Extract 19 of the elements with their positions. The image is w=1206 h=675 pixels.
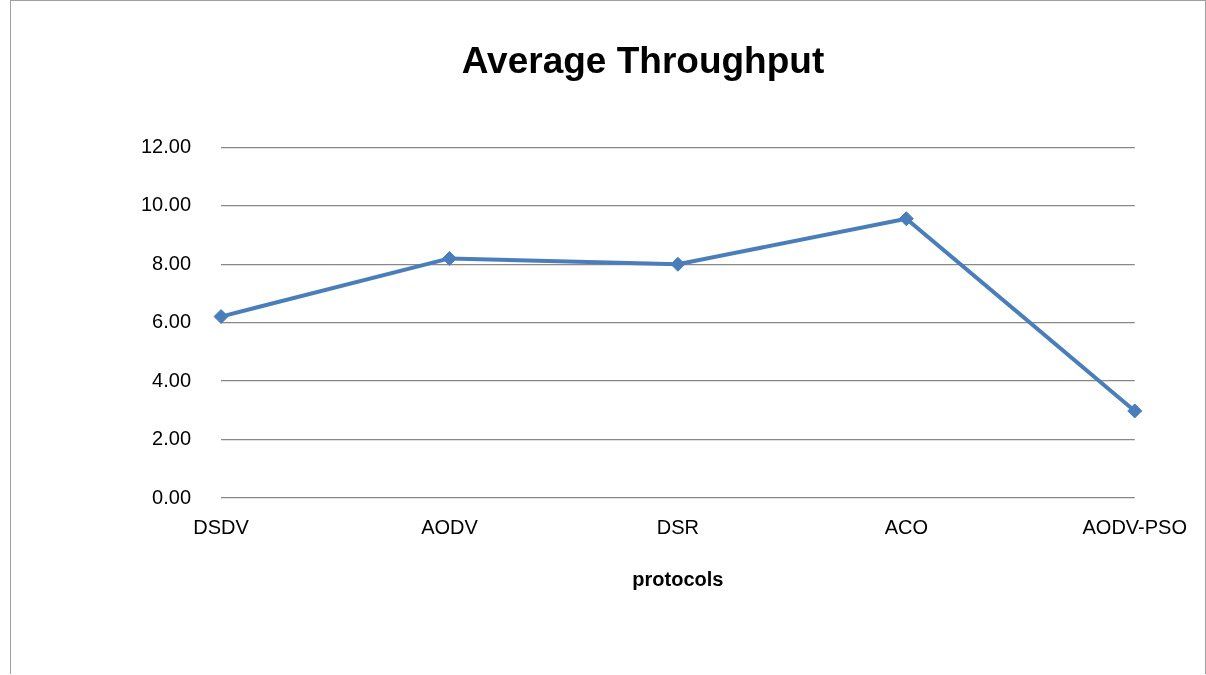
x-axis-title: protocols <box>632 567 724 590</box>
y-tick-label: 0.00 <box>152 485 192 508</box>
x-tick-label: DSR <box>656 515 700 538</box>
x-tick-label: ACO <box>884 515 929 538</box>
y-tick-label: 2.00 <box>152 427 192 450</box>
point <box>898 211 914 227</box>
x-tick-label: DSDV <box>193 515 250 538</box>
y-tick-label: 10.00 <box>140 193 192 216</box>
x-tick-label: AODV-PSO <box>1082 515 1188 538</box>
x-tick-label: AODV <box>421 515 479 538</box>
chart-title: Average Throughput <box>461 40 825 82</box>
point <box>441 250 457 266</box>
point <box>1127 403 1143 419</box>
y-tick-label: 6.00 <box>152 310 192 333</box>
point <box>213 309 229 325</box>
point <box>670 256 686 272</box>
y-tick-label: 8.00 <box>152 251 192 274</box>
y-tick-label: 12.00 <box>140 134 192 157</box>
y-tick-label: 4.00 <box>152 368 192 391</box>
